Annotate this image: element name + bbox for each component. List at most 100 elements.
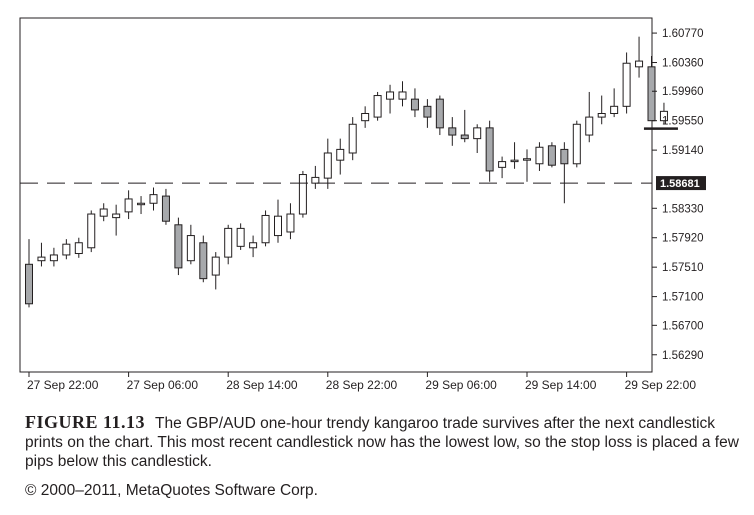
current-price-label: 1.58681 — [660, 178, 700, 190]
y-tick-label: 1.60360 — [662, 58, 704, 70]
candle — [535, 142, 544, 171]
plot-frame — [19, 17, 653, 373]
candle — [398, 81, 407, 107]
candle-body — [137, 202, 146, 206]
candle-body — [87, 213, 96, 249]
candle-body — [112, 213, 121, 219]
candle — [448, 117, 457, 146]
candle — [74, 237, 83, 258]
candle-body — [361, 113, 370, 122]
candle-body — [211, 256, 220, 276]
candle-body — [547, 145, 556, 166]
candles-group — [25, 36, 668, 308]
figure-caption: FIGURE 11.13 The GBP/AUD one-hour trendy … — [25, 413, 740, 471]
candle-body — [535, 146, 544, 165]
candle-body — [610, 105, 619, 115]
candle-body — [298, 174, 307, 215]
current-price-badge: 1.58681 — [656, 176, 706, 191]
candle-body — [635, 60, 644, 68]
candle-body — [423, 105, 432, 118]
candle — [435, 95, 444, 136]
candle — [597, 95, 606, 125]
candle-body — [348, 123, 357, 154]
candle-body — [398, 91, 407, 100]
candle — [286, 203, 295, 240]
copyright-notice: © 2000–2011, MetaQuotes Software Corp. — [25, 482, 318, 499]
y-tick-label: 1.59550 — [662, 116, 704, 128]
y-tick-label: 1.57920 — [662, 233, 704, 245]
candle — [523, 149, 531, 182]
candle — [274, 199, 282, 243]
candle-body — [224, 227, 233, 258]
candle — [37, 242, 46, 267]
candle — [298, 170, 307, 218]
candle — [635, 36, 644, 78]
y-tick-label: 1.57510 — [662, 262, 704, 274]
y-tick-label: 1.59140 — [662, 145, 704, 157]
candle — [373, 91, 382, 121]
x-tick-label: 28 Sep 14:00 — [226, 378, 298, 392]
candle — [610, 88, 619, 118]
y-tick-label: 1.56700 — [662, 320, 704, 332]
candle-body — [74, 242, 83, 255]
candle — [124, 190, 133, 220]
candle-body — [149, 194, 158, 204]
current-price-badge-bg — [656, 176, 706, 191]
candle — [659, 102, 668, 125]
candle — [25, 239, 33, 308]
candle — [572, 120, 581, 168]
candle — [560, 142, 569, 204]
candle-body — [261, 214, 270, 244]
candle-body — [435, 98, 444, 129]
y-tick-label: 1.56290 — [662, 350, 704, 362]
candle — [547, 142, 556, 168]
candle-body — [473, 127, 482, 140]
candle — [211, 252, 220, 290]
candle — [336, 138, 345, 175]
candle-body — [174, 224, 183, 269]
candle-body — [236, 227, 245, 247]
y-tick-label: 1.58330 — [662, 203, 704, 215]
candle — [510, 142, 519, 169]
candle — [199, 235, 208, 283]
candle-body — [186, 235, 195, 262]
candle-body — [523, 158, 531, 161]
figure-label: FIGURE 11.13 — [25, 412, 146, 432]
y-axis: 1.60770 1.60360 1.59960 1.59550 1.59140 1.583… — [652, 28, 704, 362]
x-tick-label: 29 Sep 22:00 — [625, 378, 697, 392]
candle-body — [647, 66, 656, 122]
candle — [261, 210, 270, 247]
candle — [485, 120, 494, 182]
candle-body — [37, 256, 46, 262]
candle — [386, 84, 395, 114]
candle-body — [124, 198, 133, 213]
candlestick-chart: 1.60770 1.60360 1.59960 1.59550 1.59140 1.583… — [19, 17, 706, 392]
candle-body — [659, 110, 668, 122]
candle — [236, 223, 245, 250]
candle-body — [311, 176, 320, 184]
caption-text: The GBP/AUD one-hour trendy kangaroo tra… — [25, 415, 739, 470]
candle — [498, 156, 507, 179]
candle — [149, 187, 158, 211]
candle — [87, 210, 96, 253]
y-tick-label: 1.59960 — [662, 86, 704, 98]
candle — [62, 239, 71, 260]
candle-body — [485, 127, 494, 172]
candle-body — [62, 243, 71, 256]
candle — [224, 224, 233, 265]
y-tick-label: 1.60770 — [662, 28, 704, 40]
candle-body — [510, 159, 519, 163]
candle-body — [572, 123, 581, 165]
candle-body — [323, 152, 332, 179]
candle — [137, 196, 146, 215]
candle-body — [460, 134, 469, 140]
candle-body — [622, 62, 631, 107]
candle — [473, 124, 482, 153]
candle-body — [99, 208, 108, 217]
candle — [622, 52, 631, 114]
x-tick-label: 29 Sep 14:00 — [525, 378, 597, 392]
candle — [585, 91, 594, 143]
candle — [410, 88, 419, 118]
x-axis: 27 Sep 22:00 27 Sep 06:00 28 Sep 14:00 28 S… — [27, 372, 696, 392]
candle-body — [386, 91, 395, 100]
